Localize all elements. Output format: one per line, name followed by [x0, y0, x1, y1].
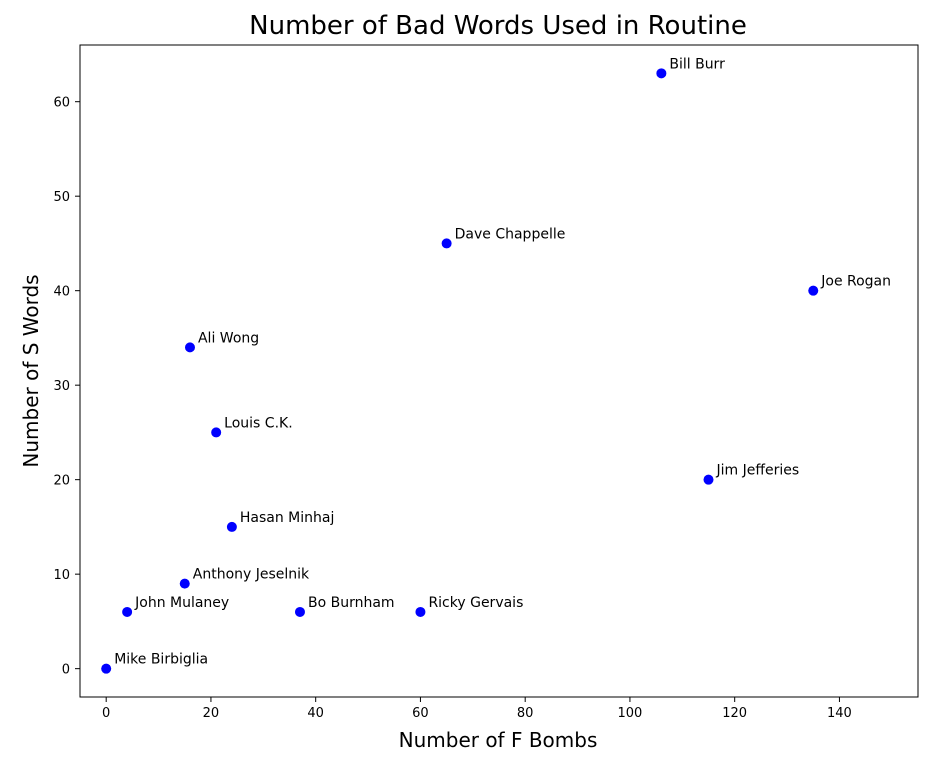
point-label: Louis C.K. — [224, 415, 292, 431]
scatter-point — [211, 427, 222, 438]
y-tick-label: 40 — [53, 285, 70, 300]
scatter-point — [226, 521, 237, 532]
scatter-point — [184, 342, 195, 353]
y-axis-ticks: 0 10 20 30 40 50 60 — [53, 96, 80, 678]
x-tick-label: 120 — [722, 706, 747, 721]
scatter-point — [808, 285, 819, 296]
y-tick-label: 10 — [53, 568, 70, 583]
point-label: Dave Chappelle — [455, 226, 566, 242]
data-points: Bill Burr Dave Chappelle Joe Rogan Ali Wong… — [101, 56, 891, 674]
chart-title: Number of Bad Words Used in Routine — [249, 11, 747, 41]
x-tick-label: 100 — [618, 706, 643, 721]
scatter-point — [415, 606, 426, 617]
x-tick-label: 0 — [102, 706, 110, 721]
point-label: Hasan Minhaj — [240, 510, 335, 526]
point-label: Bo Burnham — [308, 595, 395, 611]
x-tick-label: 60 — [412, 706, 429, 721]
y-tick-label: 30 — [53, 379, 70, 394]
point-label: Bill Burr — [669, 56, 725, 72]
point-label: Anthony Jeselnik — [193, 567, 310, 583]
scatter-point — [101, 663, 112, 674]
scatter-point — [703, 474, 714, 485]
x-tick-label: 40 — [307, 706, 324, 721]
point-label: Mike Birbiglia — [114, 652, 208, 668]
plot-frame — [79, 44, 919, 698]
point-label: John Mulaney — [134, 595, 229, 611]
scatter-point — [122, 606, 133, 617]
scatter-point — [179, 578, 190, 589]
x-axis-ticks: 0 20 40 60 80 100 120 140 — [102, 697, 852, 721]
y-tick-label: 50 — [53, 190, 70, 205]
y-tick-label: 20 — [53, 474, 70, 489]
x-tick-label: 80 — [517, 706, 534, 721]
scatter-point — [294, 606, 305, 617]
scatter-point — [656, 68, 667, 79]
y-tick-label: 0 — [62, 663, 70, 678]
x-tick-label: 20 — [203, 706, 220, 721]
point-label: Ali Wong — [198, 330, 259, 346]
point-label: Jim Jefferies — [716, 463, 800, 479]
x-axis-label: Number of F Bombs — [399, 728, 598, 752]
point-label: Joe Rogan — [820, 274, 891, 290]
scatter-point — [441, 238, 452, 249]
y-tick-label: 60 — [53, 96, 70, 111]
point-label: Ricky Gervais — [428, 595, 523, 611]
y-axis-label: Number of S Words — [19, 274, 43, 467]
x-tick-label: 140 — [827, 706, 852, 721]
